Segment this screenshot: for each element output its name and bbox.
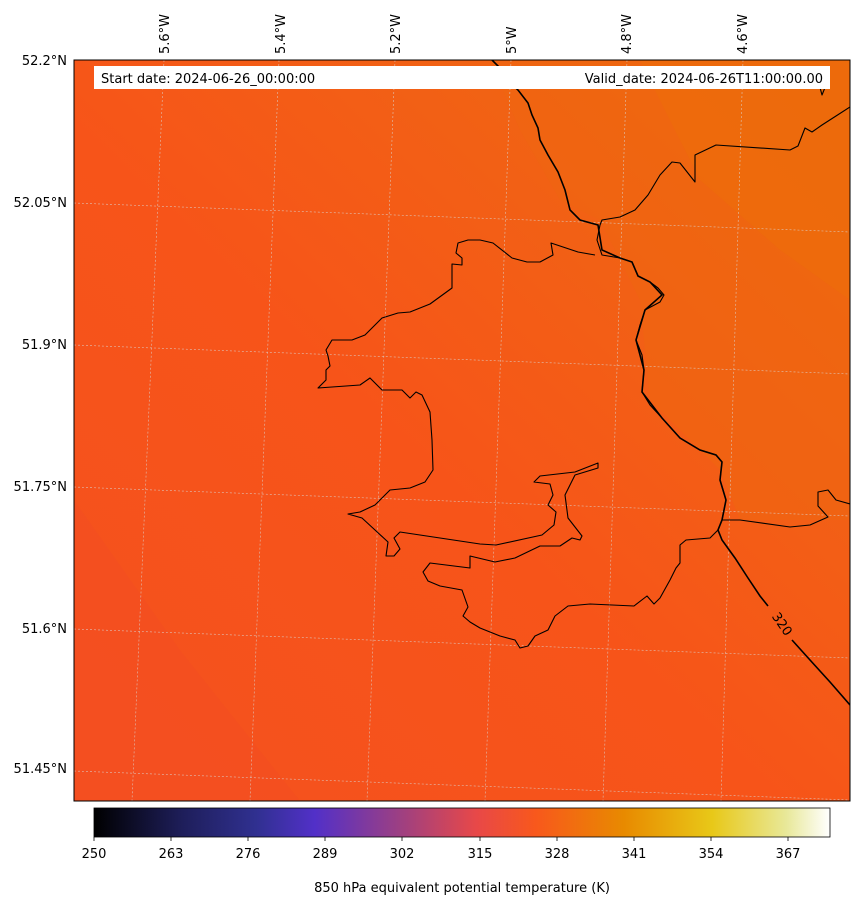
valid-date-text: Valid_date: 2024-06-26T11:00:00.00 <box>585 72 823 87</box>
date-header-box <box>94 66 830 89</box>
graticule <box>74 60 850 801</box>
lat-label-52-2n: 52.2°N <box>22 54 67 69</box>
contour-320k-south <box>791 639 850 706</box>
lon-label-5w: 5°W <box>505 26 520 54</box>
meridian-4-8w <box>602 60 628 801</box>
date-header: Start date: 2024-06-26_00:00:00 Valid_da… <box>94 66 830 89</box>
map-panel: 320 <box>73 59 851 802</box>
coastline-north <box>599 106 850 226</box>
contour-320k-north <box>491 60 769 607</box>
lat-label-51-9n: 51.9°N <box>22 338 67 353</box>
colorbar-tick-label: 302 <box>390 847 415 862</box>
parallel-51-6n <box>74 628 850 659</box>
colorbar-tick-label: 250 <box>82 847 107 862</box>
lat-label-51-75n: 51.75°N <box>14 480 67 495</box>
longitude-labels: 5.6°W 5.4°W 5.2°W 5°W 4.8°W 4.6°W <box>158 14 751 54</box>
field-warmest-region <box>640 60 850 300</box>
meridian-4-6w <box>720 60 744 801</box>
lon-label-5-4w: 5.4°W <box>274 14 289 54</box>
parallel-51-9n <box>74 344 850 375</box>
meridian-5-2w <box>366 60 396 801</box>
lat-label-51-45n: 51.45°N <box>14 762 67 777</box>
colorbar-label: 850 hPa equivalent potential temperature… <box>314 881 610 896</box>
colorbar-tick-label: 315 <box>468 847 493 862</box>
lon-label-5-6w: 5.6°W <box>158 14 173 54</box>
colorbar-gradient <box>93 807 831 838</box>
parallel-51-75n <box>74 486 850 517</box>
field-cool-region <box>74 500 300 801</box>
meridian-5-4w <box>249 60 280 801</box>
colorbar-tick-label: 341 <box>622 847 647 862</box>
colorbar-tick-label: 276 <box>236 847 261 862</box>
lon-label-5-2w: 5.2°W <box>389 14 404 54</box>
start-date-text: Start date: 2024-06-26_00:00:00 <box>101 72 315 87</box>
colorbar-tick-label: 263 <box>159 847 184 862</box>
map-frame <box>73 59 851 802</box>
parallel-52-05n <box>74 202 850 233</box>
lat-label-52-05n: 52.05°N <box>14 196 67 211</box>
lon-label-4-8w: 4.8°W <box>620 14 635 54</box>
meridian-5w <box>484 60 512 801</box>
latitude-labels: 52.2°N 52.05°N 51.9°N 51.75°N 51.6°N 51.… <box>14 54 67 777</box>
parallel-51-45n <box>74 770 850 801</box>
colorbar: 250 263 276 289 302 315 328 341 354 367 … <box>82 807 831 896</box>
colorbar-tick-label: 328 <box>545 847 570 862</box>
colorbar-tick-label: 367 <box>776 847 801 862</box>
lat-label-51-6n: 51.6°N <box>22 622 67 637</box>
coastline-east <box>722 489 850 528</box>
colorbar-tick-label: 354 <box>699 847 724 862</box>
colorbar-tick-label: 289 <box>313 847 338 862</box>
colorbar-ticks <box>93 837 789 841</box>
lon-label-4-6w: 4.6°W <box>736 14 751 54</box>
colorbar-tick-labels: 250 263 276 289 302 315 328 341 354 367 <box>82 847 801 862</box>
